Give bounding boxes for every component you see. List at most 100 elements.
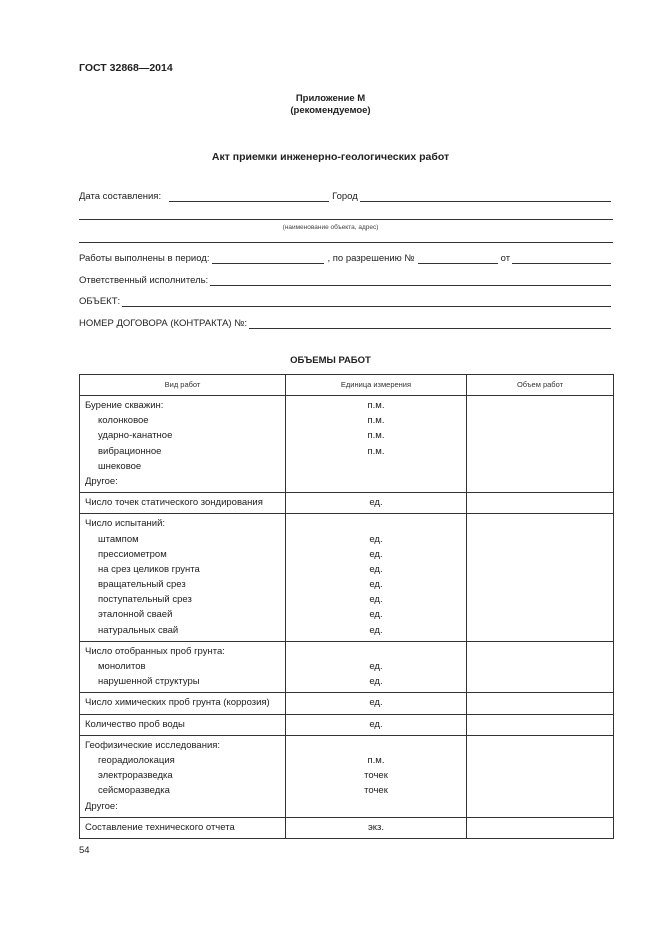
permit-field[interactable] xyxy=(417,253,498,264)
unit: точек xyxy=(364,785,388,797)
column-header: Вид работ xyxy=(80,375,286,395)
unit xyxy=(286,644,466,659)
work-type-cell: Геофизические исследования: георадиолокац… xyxy=(80,735,286,817)
unit-cell: ед. ед. xyxy=(286,641,467,693)
table-row-group: Составление технического отчета экз. xyxy=(80,816,613,838)
city-field[interactable] xyxy=(359,191,611,202)
work-type: штампом xyxy=(98,533,139,545)
object-label: ОБЪЕКТ: xyxy=(79,296,121,307)
object-address-caption: (наименование объекта, адрес) xyxy=(282,224,379,231)
work-type: вибрационное xyxy=(98,445,162,457)
unit: п.м. xyxy=(367,754,385,766)
volume-cell[interactable] xyxy=(467,715,613,735)
work-type: Геофизические исследования: xyxy=(85,739,221,751)
work-type: георадиолокация xyxy=(98,754,175,766)
unit: п.м. xyxy=(367,445,385,457)
work-type: натуральных свай xyxy=(98,624,179,636)
unit: ед. xyxy=(369,609,383,621)
work-type-cell: Число точек статического зондирования xyxy=(80,493,286,514)
standard-header: ГОСТ 32868—2014 xyxy=(79,62,173,74)
unit: ед. xyxy=(369,579,383,591)
contract-field[interactable] xyxy=(249,318,611,329)
unit-cell: п.м. п.м. п.м. п.м. xyxy=(286,396,467,493)
executor-field[interactable] xyxy=(210,275,611,286)
work-type: Количество проб воды xyxy=(85,718,185,730)
table-row-group: Бурение скважин: колонковое ударно-канатно… xyxy=(80,395,613,493)
column-header: Объем работ xyxy=(516,380,564,389)
table-header-row: Вид работ Единица измерения Объем работ xyxy=(80,375,613,395)
unit: ед. xyxy=(369,533,383,545)
volume-cell[interactable] xyxy=(467,693,613,713)
work-type: вращательный срез xyxy=(98,579,186,591)
city-label: Город xyxy=(332,191,358,202)
appendix-title: Приложение М xyxy=(295,93,366,104)
work-type: электроразведка xyxy=(98,770,173,782)
from-field[interactable] xyxy=(512,253,611,264)
work-type: Число точек статического зондирования xyxy=(85,497,263,509)
object-address-field-2[interactable] xyxy=(79,242,613,243)
work-type: поступательный срез xyxy=(98,594,192,606)
work-type: прессиометром xyxy=(98,548,167,560)
unit xyxy=(286,738,466,753)
object-field[interactable] xyxy=(122,296,611,307)
volume-cell[interactable] xyxy=(467,642,613,693)
unit xyxy=(286,516,466,531)
volume-cell[interactable] xyxy=(467,818,613,838)
unit: ед. xyxy=(369,697,383,709)
unit: ед. xyxy=(369,718,383,730)
appendix-subtitle: (рекомендуемое) xyxy=(290,105,371,116)
period-label: Работы выполнены в период: xyxy=(79,253,210,264)
unit: ед. xyxy=(369,548,383,560)
table-row-group: Количество проб воды ед. xyxy=(80,713,613,735)
work-type: Число испытаний: xyxy=(85,518,166,530)
work-type: шнековое xyxy=(98,460,142,472)
unit: п.м. xyxy=(367,415,385,427)
table-title: ОБЪЕМЫ РАБОТ xyxy=(290,355,371,366)
volume-cell[interactable] xyxy=(467,493,613,513)
work-type: Другое: xyxy=(85,800,118,812)
unit: ед. xyxy=(369,676,383,688)
table-row-group: Число точек статического зондирования ед. xyxy=(80,492,613,514)
unit xyxy=(286,459,466,474)
work-type: Число отобранных проб грунта: xyxy=(85,645,225,657)
work-type-cell: Количество проб воды xyxy=(80,714,286,735)
unit xyxy=(286,799,466,814)
table-row-group: Число испытаний: штампом прессиометром на с… xyxy=(80,513,613,641)
permit-label: , по разрешению № xyxy=(327,253,415,264)
unit: ед. xyxy=(369,624,383,636)
from-label: от xyxy=(500,253,511,264)
unit: ед. xyxy=(369,661,383,672)
object-address-field[interactable] xyxy=(79,219,613,220)
unit: п.м. xyxy=(367,400,385,411)
volume-cell[interactable] xyxy=(467,396,613,492)
work-type: колонковое xyxy=(98,415,149,427)
table-row-group: Число химических проб грунта (коррозия) е… xyxy=(80,692,613,714)
work-type-cell: Составление технического отчета xyxy=(80,817,286,838)
unit: ед. xyxy=(369,563,383,575)
unit-cell: ед. xyxy=(286,693,467,714)
unit-cell: экз. xyxy=(286,817,467,838)
work-type: эталонной сваей xyxy=(98,609,173,621)
work-type-cell: Число отобранных проб грунта: монолитов на… xyxy=(80,641,286,693)
work-type: ударно-канатное xyxy=(98,430,173,442)
unit-cell: ед. xyxy=(286,714,467,735)
document-title: Акт приемки инженерно-геологических рабо… xyxy=(211,151,450,163)
work-type: нарушенной структуры xyxy=(98,676,200,688)
works-volume-table: Вид работ Единица измерения Объем работ … xyxy=(79,374,614,839)
work-type-cell: Бурение скважин: колонковое ударно-канатно… xyxy=(80,396,286,493)
work-type: монолитов xyxy=(98,661,146,672)
period-field[interactable] xyxy=(212,253,325,264)
work-type: Число химических проб грунта (коррозия) xyxy=(85,697,270,709)
volume-cell[interactable] xyxy=(467,736,613,817)
page-number: 54 xyxy=(79,845,90,856)
work-type-cell: Число испытаний: штампом прессиометром на с… xyxy=(80,514,286,641)
volume-cell[interactable] xyxy=(467,514,613,641)
work-type: Другое: xyxy=(85,475,118,487)
date-field[interactable] xyxy=(169,191,330,202)
column-header: Единица измерения xyxy=(286,375,467,395)
unit: точек xyxy=(364,770,388,782)
work-type: Бурение скважин: xyxy=(85,400,164,411)
executor-label: Ответственный исполнитель: xyxy=(79,275,209,286)
work-type: сейсморазведка xyxy=(98,785,170,797)
